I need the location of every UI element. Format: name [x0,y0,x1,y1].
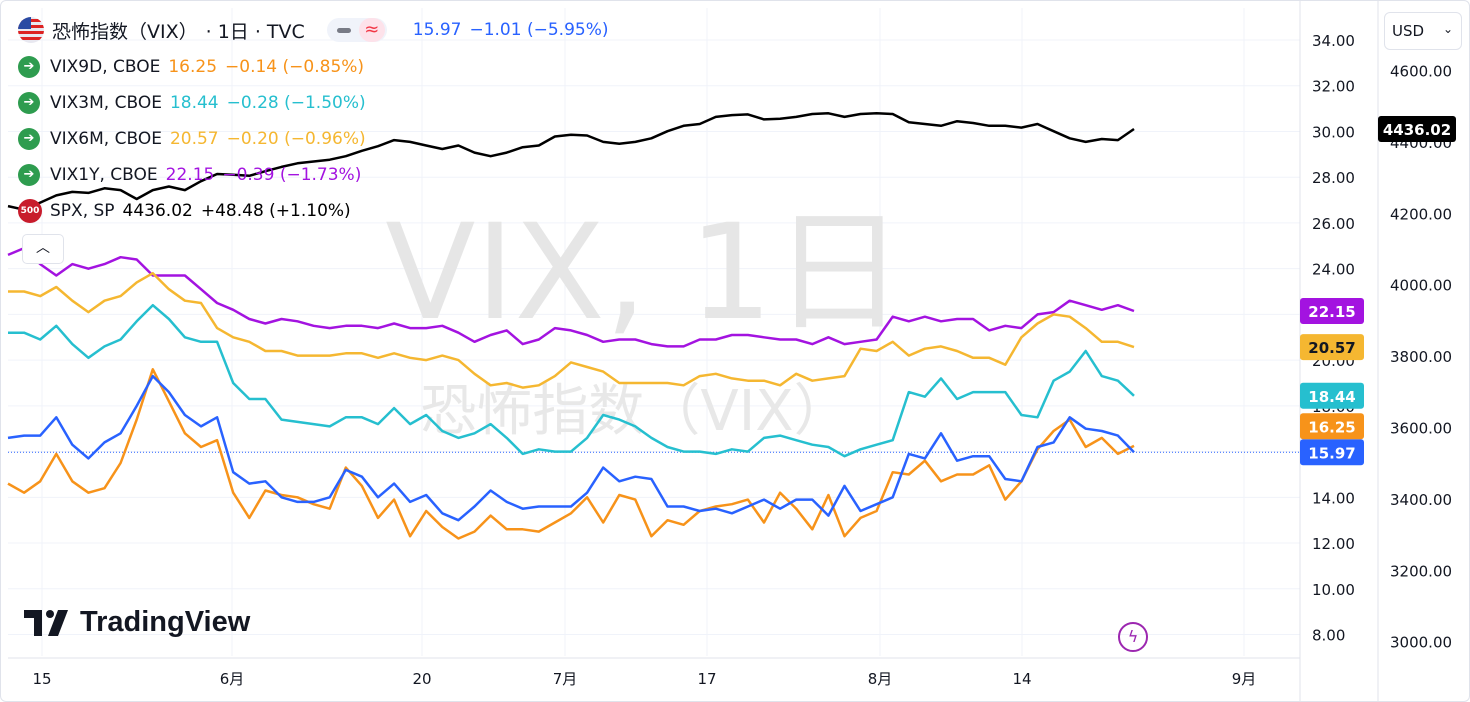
series-lines [7,112,1135,540]
left-axis-tick: 34.00 [1312,32,1355,50]
last-value-badge-spx [1378,116,1456,143]
last-value-badge-vix [1300,439,1364,466]
last-value-badge-vix9d [1300,413,1364,440]
cboe-badge-icon: ➔ [18,164,40,186]
time-axis-tick: 17 [697,670,716,688]
series-line-vix1y[interactable] [7,246,1135,348]
left-axis-tick: 26.00 [1312,215,1355,233]
watermark-title: 恐怖指数（VIX） [420,379,849,444]
cboe-badge-icon: ➔ [18,92,40,114]
legend-change: +48.48 (+1.10%) [200,201,351,221]
time-axis-tick: 8月 [868,670,893,688]
last-value-text-vix9d: 16.25 [1308,418,1355,436]
time-axis-tick: 9月 [1232,670,1257,688]
legend-symbol: VIX3M, CBOE [50,93,162,113]
legend-change: −0.39 (−1.73%) [222,165,362,185]
left-axis-tick: 10.00 [1312,581,1355,599]
legend-value: 16.25 [168,57,218,77]
us-flag-icon [18,17,44,43]
main-change: −1.01 (−5.95%) [469,20,609,40]
legend-change: −0.20 (−0.96%) [226,129,366,149]
tradingview-logo[interactable]: TradingView [24,606,250,639]
legend-value: 22.15 [165,165,215,185]
series-line-vix9d[interactable] [7,368,1135,540]
cboe-badge-icon: ➔ [18,56,40,78]
last-value-labels: 15.97 16.25 18.44 20.57 22.15 4436.02 [1300,116,1456,466]
last-value-badge-vix6m [1300,334,1364,361]
hide-series-icon[interactable] [336,27,351,33]
right-axis-tick: 3000.00 [1390,634,1452,652]
right-axis-tick: 3400.00 [1390,491,1452,509]
last-value-text-vix: 15.97 [1308,444,1355,462]
time-axis-tick: 20 [412,670,431,688]
left-axis-tick: 30.00 [1312,123,1355,141]
right-axis-tick: 4000.00 [1390,277,1452,295]
legend-main-row[interactable]: 恐怖指数（VIX） · 1日 · TVC ≈ 15.97 −1.01 (−5.9… [18,17,608,43]
sp500-badge-icon: 500 [18,199,42,223]
legend-row-vix3m[interactable]: ➔ VIX3M, CBOE 18.44 −0.28 (−1.50%) [18,90,366,116]
lightning-icon[interactable]: ϟ [1118,622,1148,652]
time-axis-tick: 15 [32,670,51,688]
cboe-badge-icon: ➔ [18,128,40,150]
last-value-text-vix6m: 20.57 [1308,339,1355,357]
right-axis-tick: 4200.00 [1390,205,1452,223]
axis-ticks: 34.0032.0030.0028.0026.0024.0022.0020.00… [32,32,1452,688]
legend-row-vix6m[interactable]: ➔ VIX6M, CBOE 20.57 −0.20 (−0.96%) [18,126,366,152]
series-line-vix3m[interactable] [8,303,1135,458]
left-axis-tick: 14.00 [1312,489,1355,507]
legend-symbol: VIX1Y, CBOE [50,165,158,185]
legend-symbol: SPX, SP [50,201,115,221]
time-axis-tick: 14 [1012,670,1031,688]
series-options-pill[interactable]: ≈ [326,18,387,42]
left-axis-tick: 24.00 [1312,261,1355,279]
last-value-text-vix3m: 18.44 [1308,388,1355,406]
right-axis-tick: 4600.00 [1390,62,1452,80]
legend-change: −0.14 (−0.85%) [225,57,365,77]
left-axis-tick: 28.00 [1312,169,1355,187]
series-line-vix6m[interactable] [8,271,1135,389]
last-value-badge-vix3m [1300,382,1364,409]
legend-row-spx[interactable]: 500 SPX, SP 4436.02 +48.48 (+1.10%) [18,198,351,224]
legend-symbol: VIX6M, CBOE [50,129,162,149]
legend-row-vix9d[interactable]: ➔ VIX9D, CBOE 16.25 −0.14 (−0.85%) [18,54,364,80]
time-axis-tick: 7月 [553,670,578,688]
legend-value: 20.57 [169,129,219,149]
watermark-symbol: VIX, 1日 [385,196,905,350]
currency-select[interactable]: USD ⌄ [1384,12,1462,50]
grid-lines [8,8,1300,656]
symbol-title: 恐怖指数（VIX） [52,20,198,43]
legend-row-vix1y[interactable]: ➔ VIX1Y, CBOE 22.15 −0.39 (−1.73%) [18,162,361,188]
left-axis-tick: 12.00 [1312,535,1355,553]
right-axis-tick: 3600.00 [1390,420,1452,438]
compare-wave-icon[interactable]: ≈ [358,18,385,42]
chevron-up-icon: ︿ [36,240,50,256]
last-value-text-vix1y: 22.15 [1308,303,1355,321]
legend-value: 18.44 [169,93,219,113]
right-axis-tick: 3200.00 [1390,562,1452,580]
tradingview-logo-icon [24,609,68,636]
symbol-interval: · 1日 · TVC [205,20,305,43]
left-axis-tick: 32.00 [1312,78,1355,96]
currency-value: USD [1392,22,1425,40]
time-axis-tick: 6月 [220,670,245,688]
last-value-badge-vix1y [1300,297,1364,324]
last-value-text-spx: 4436.02 [1383,121,1451,139]
main-price: 15.97 [412,20,462,40]
tradingview-logo-text: TradingView [80,606,251,638]
legend-symbol: VIX9D, CBOE [50,57,161,77]
right-axis-tick: 3800.00 [1390,348,1452,366]
legend-change: −0.28 (−1.50%) [226,93,366,113]
series-line-spx[interactable] [7,112,1135,211]
series-line-vix[interactable] [7,374,1135,522]
chevron-down-icon: ⌄ [1442,22,1453,36]
legend-value: 4436.02 [122,201,193,221]
collapse-legend-button[interactable]: ︿ [22,234,64,264]
left-axis-tick: 8.00 [1312,627,1345,645]
